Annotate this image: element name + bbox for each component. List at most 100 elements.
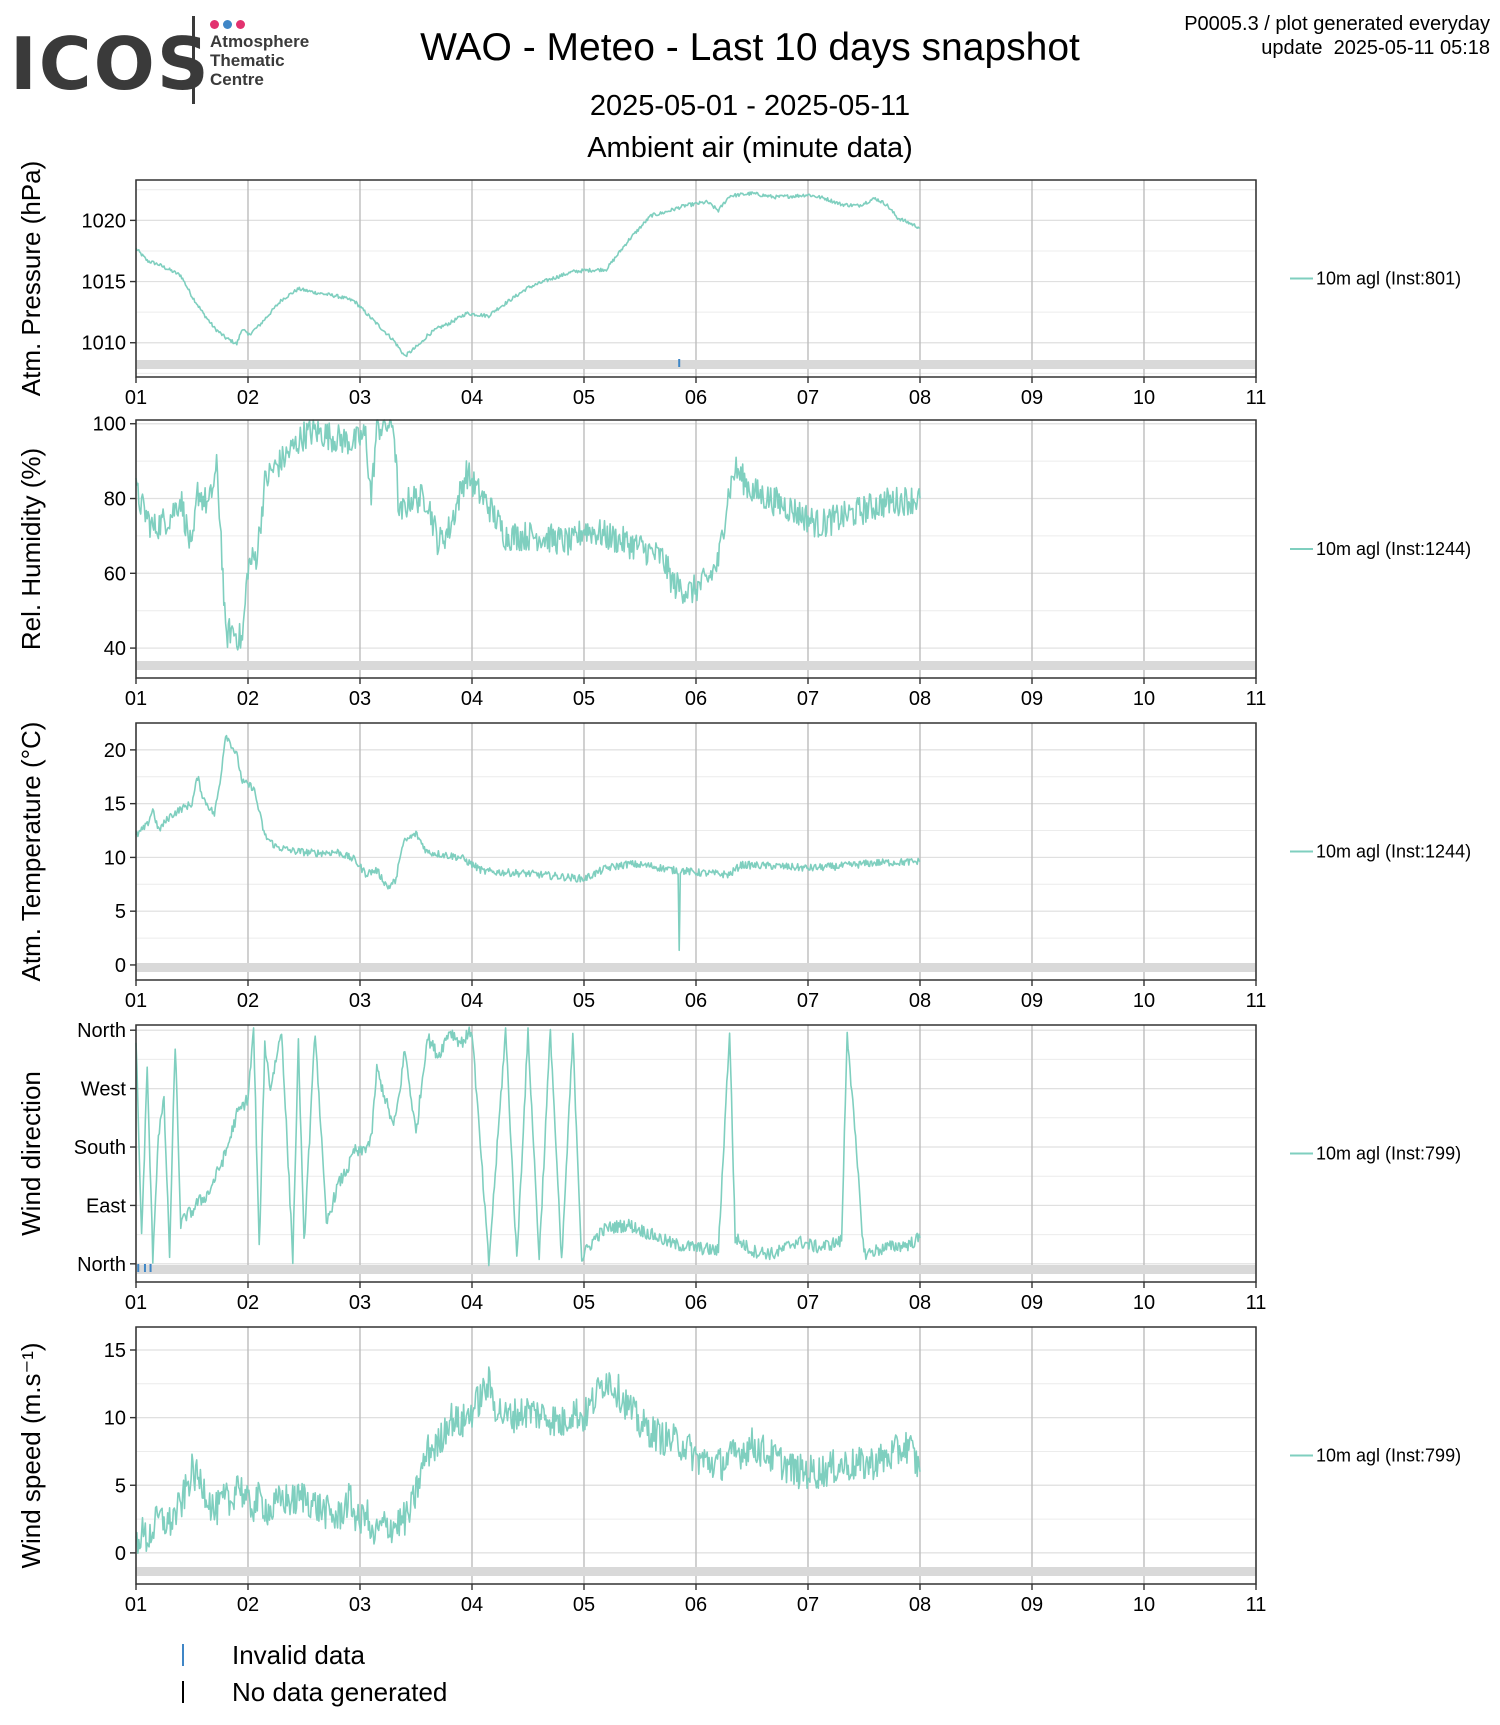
temperature-xtick-label: 01 xyxy=(125,990,147,1012)
wind-speed-series-line xyxy=(135,1366,921,1554)
pressure-xtick-label: 04 xyxy=(461,387,483,409)
temperature-ylabel: Atm. Temperature (°C) xyxy=(16,722,46,982)
update-info: P0005.3 / plot generated everyday update… xyxy=(1184,12,1490,60)
humidity-xtick-label: 07 xyxy=(797,688,819,710)
wind-direction-xtick-label: 06 xyxy=(685,1292,707,1314)
date-range: 2025-05-01 - 2025-05-11 xyxy=(589,90,911,122)
plot-id-line: P0005.3 / plot generated everyday xyxy=(1184,13,1490,35)
humidity-legend-label: 10m agl (Inst:1244) xyxy=(1316,539,1471,559)
wind-direction-xtick-label: 10 xyxy=(1133,1292,1155,1314)
humidity-xtick-label: 04 xyxy=(461,688,483,710)
wind-speed-xtick-label: 09 xyxy=(1021,1594,1043,1616)
pressure-legend-label: 10m agl (Inst:801) xyxy=(1316,269,1461,289)
nodata-marker-icon xyxy=(182,1681,184,1703)
wind-speed-legend-label: 10m agl (Inst:799) xyxy=(1316,1446,1461,1466)
wind-speed-xtick-label: 05 xyxy=(573,1594,595,1616)
temperature-ytick-label: 0 xyxy=(115,955,126,977)
icos-logo: ICOS Atmosphere Thematic Centre xyxy=(10,12,340,107)
logo-dots xyxy=(210,16,249,34)
temperature-xtick-label: 09 xyxy=(1021,990,1043,1012)
wind-direction-xtick-label: 07 xyxy=(797,1292,819,1314)
wind-direction-xtick-label: 05 xyxy=(573,1292,595,1314)
temperature-xtick-label: 04 xyxy=(461,990,483,1012)
humidity-xtick-label: 01 xyxy=(125,688,147,710)
wind-direction-xtick-label: 01 xyxy=(125,1292,147,1314)
pressure-ytick-label: 1010 xyxy=(82,333,127,355)
humidity-nodata-band xyxy=(136,661,1256,670)
wind-speed-xtick-label: 04 xyxy=(461,1594,483,1616)
wind-speed-nodata-band xyxy=(136,1567,1256,1576)
temperature-xtick-label: 06 xyxy=(685,990,707,1012)
wind-speed-xtick-label: 06 xyxy=(685,1594,707,1616)
pressure-xtick-label: 02 xyxy=(237,387,259,409)
humidity-ytick-label: 80 xyxy=(104,489,126,511)
wind-direction-ytick-label: West xyxy=(81,1079,127,1101)
humidity-xtick-label: 06 xyxy=(685,688,707,710)
temperature-xtick-label: 08 xyxy=(909,990,931,1012)
humidity-xtick-label: 11 xyxy=(1246,688,1267,710)
humidity-ytick-label: 60 xyxy=(104,563,126,585)
temperature-xtick-label: 10 xyxy=(1133,990,1155,1012)
pressure-xtick-label: 08 xyxy=(909,387,931,409)
temperature-xtick-label: 05 xyxy=(573,990,595,1012)
wind-speed-xtick-label: 02 xyxy=(237,1594,259,1616)
pressure-xtick-label: 06 xyxy=(685,387,707,409)
wind-direction-xtick-label: 02 xyxy=(237,1292,259,1314)
logo-subtitle: Atmosphere Thematic Centre xyxy=(210,32,310,89)
logo-dot xyxy=(223,20,232,29)
update-line: update 2025-05-11 05:18 xyxy=(1261,37,1490,59)
wind-speed-ytick-label: 5 xyxy=(115,1475,126,1497)
temperature-xtick-label: 11 xyxy=(1246,990,1267,1012)
wind-direction-xtick-label: 03 xyxy=(349,1292,371,1314)
pressure-xtick-label: 01 xyxy=(125,387,147,409)
pressure-ylabel: Atm. Pressure (hPa) xyxy=(16,161,46,397)
pressure-nodata-band xyxy=(136,360,1256,369)
wind-speed-xtick-label: 11 xyxy=(1246,1594,1267,1616)
humidity-ylabel: Rel. Humidity (%) xyxy=(16,448,46,650)
temperature-series-line xyxy=(135,734,921,952)
temperature-ytick-label: 10 xyxy=(104,847,126,869)
temperature-ytick-label: 20 xyxy=(104,740,126,762)
temperature-legend-label: 10m agl (Inst:1244) xyxy=(1316,842,1471,862)
pressure-xtick-label: 11 xyxy=(1246,387,1267,409)
humidity-xtick-label: 10 xyxy=(1133,688,1155,710)
humidity-xtick-label: 05 xyxy=(573,688,595,710)
humidity-xtick-label: 08 xyxy=(909,688,931,710)
page-title: WAO - Meteo - Last 10 days snapshot xyxy=(420,26,1080,69)
humidity-series-line xyxy=(135,419,921,651)
wind-speed-xtick-label: 01 xyxy=(125,1594,147,1616)
humidity-xtick-label: 09 xyxy=(1021,688,1043,710)
temperature-ytick-label: 15 xyxy=(104,794,126,816)
humidity-xtick-label: 03 xyxy=(349,688,371,710)
temperature-xtick-label: 07 xyxy=(797,990,819,1012)
logo-dot xyxy=(236,20,245,29)
pressure-xtick-label: 10 xyxy=(1133,387,1155,409)
pressure-xtick-label: 07 xyxy=(797,387,819,409)
humidity-ytick-label: 40 xyxy=(104,638,126,660)
temperature-ytick-label: 5 xyxy=(115,901,126,923)
wind-direction-ytick-label: North xyxy=(77,1020,126,1042)
wind-direction-ylabel: Wind direction xyxy=(16,1071,46,1236)
temperature-xtick-label: 03 xyxy=(349,990,371,1012)
invalid-marker-icon xyxy=(182,1644,184,1666)
pressure-ytick-label: 1020 xyxy=(82,210,127,232)
wind-direction-series-line xyxy=(135,1026,921,1267)
wind-speed-xtick-label: 07 xyxy=(797,1594,819,1616)
wind-speed-xtick-label: 10 xyxy=(1133,1594,1155,1616)
wind-speed-xtick-label: 08 xyxy=(909,1594,931,1616)
wind-speed-ytick-label: 0 xyxy=(115,1543,126,1565)
temperature-nodata-band xyxy=(136,963,1256,972)
humidity-xtick-label: 02 xyxy=(237,688,259,710)
data-subtitle: Ambient air (minute data) xyxy=(587,132,913,164)
logo-text: ICOS xyxy=(10,22,211,106)
logo-divider xyxy=(192,16,195,104)
temperature-xtick-label: 02 xyxy=(237,990,259,1012)
legend-invalid-label: Invalid data xyxy=(232,1640,365,1670)
wind-speed-xtick-label: 03 xyxy=(349,1594,371,1616)
wind-direction-xtick-label: 09 xyxy=(1021,1292,1043,1314)
wind-direction-nodata-band xyxy=(136,1265,1256,1274)
wind-direction-xtick-label: 08 xyxy=(909,1292,931,1314)
logo-dot xyxy=(210,20,219,29)
pressure-xtick-label: 05 xyxy=(573,387,595,409)
